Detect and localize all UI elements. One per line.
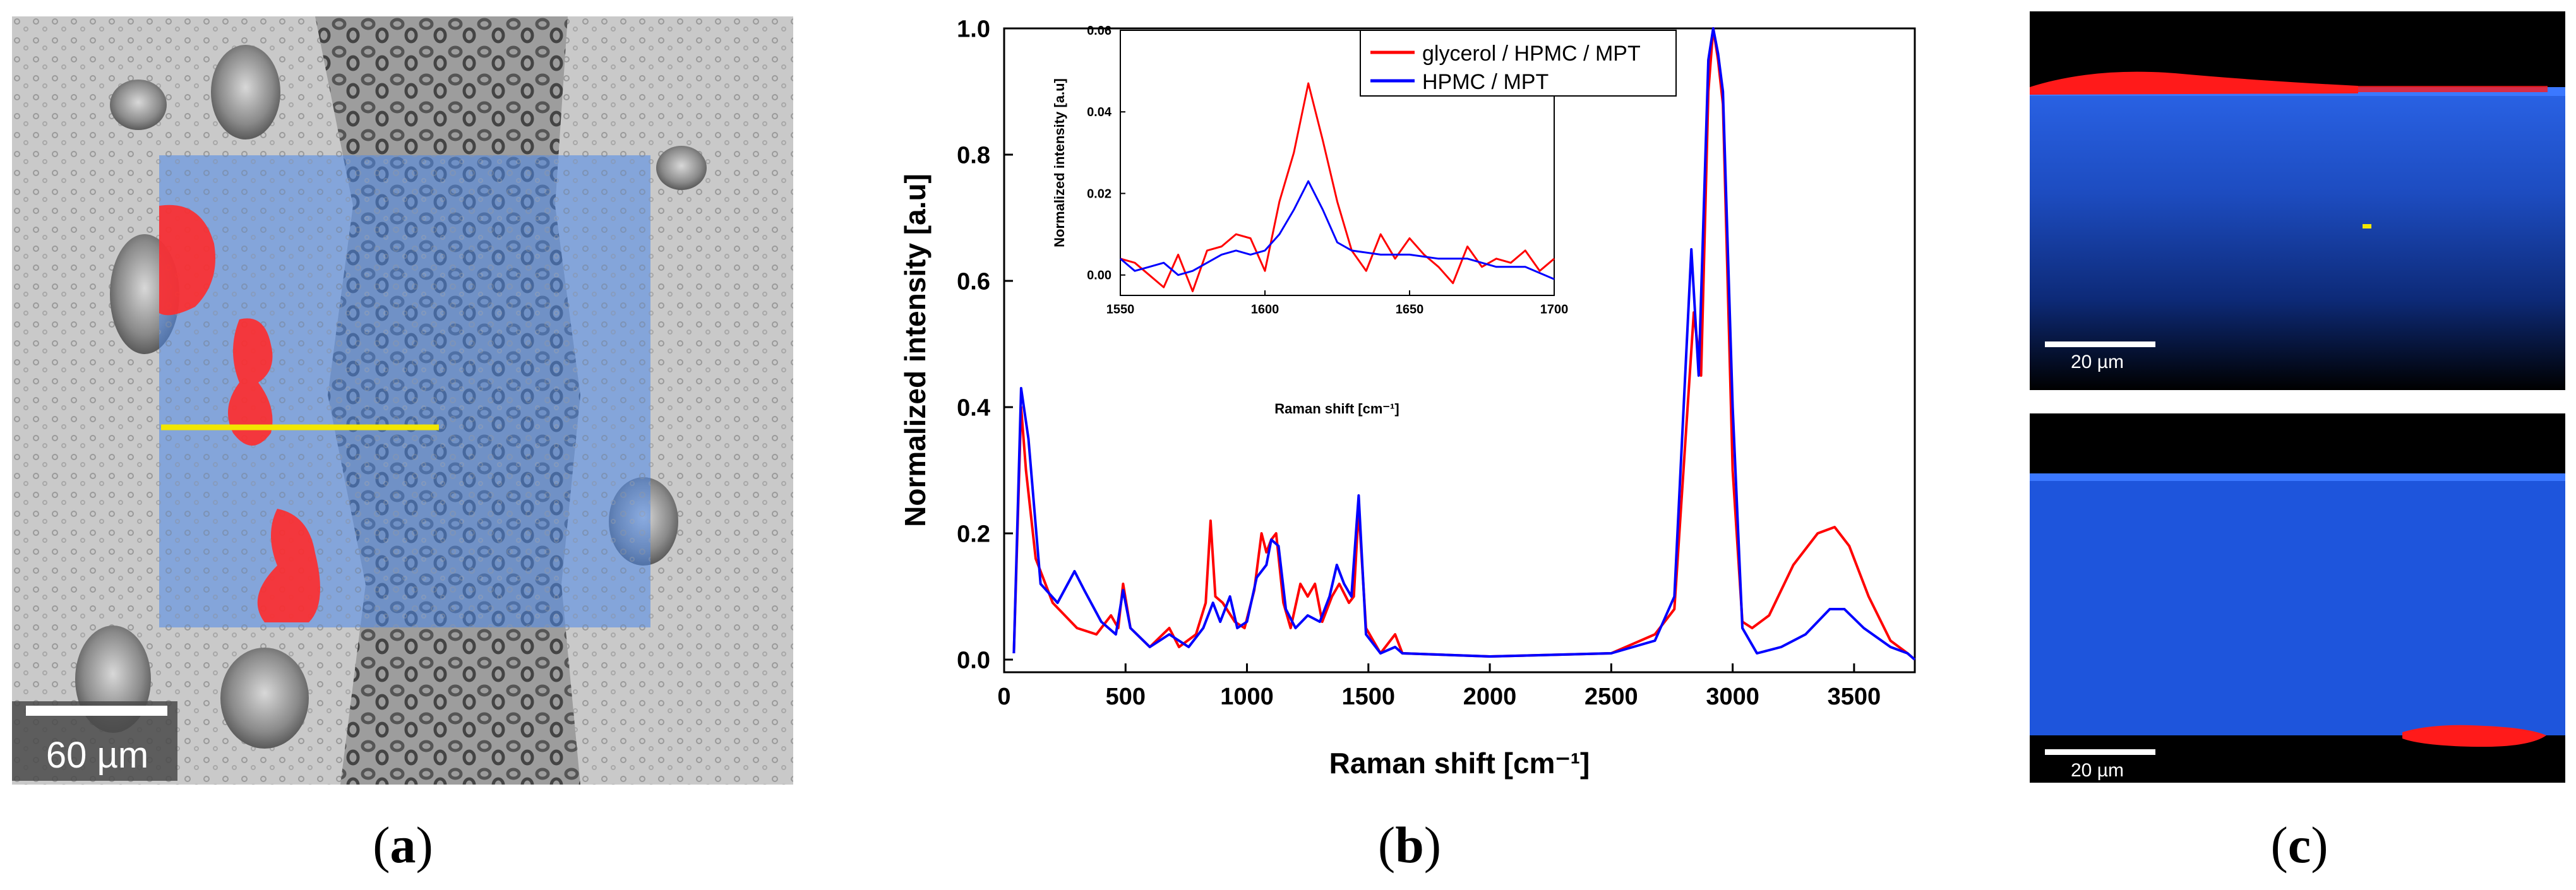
- panel-c-top-depth-image: 20 µm: [2030, 11, 2565, 390]
- glycerol-region: [228, 318, 273, 446]
- x-tick-label: 1000: [1220, 684, 1274, 710]
- caption-letter-a: a: [390, 816, 416, 874]
- y-tick-label: 0.00: [1087, 269, 1111, 283]
- x-tick-label: 3500: [1828, 684, 1881, 710]
- x-tick-label: 0: [997, 684, 1010, 710]
- x-tick-label: 1550: [1106, 302, 1135, 316]
- y-tick-label: 0.8: [957, 142, 990, 169]
- scale-bar-bottom: [2045, 749, 2155, 755]
- caption-letter-b: b: [1395, 816, 1424, 874]
- scale-bar: [26, 706, 167, 716]
- panel-a-micrograph: 60 µm: [12, 16, 793, 785]
- legend-label-hpmc: HPMC / MPT: [1422, 70, 1549, 94]
- inset-y-axis-label: Normalized intensity [a.u]: [1051, 78, 1067, 247]
- glycerol-region: [159, 205, 215, 316]
- legend: glycerol / HPMC / MPT HPMC / MPT: [1360, 30, 1677, 97]
- caption-a: (a): [373, 816, 433, 874]
- glycerol-region: [257, 509, 320, 622]
- glycerol-layer-top: [2030, 71, 2358, 95]
- y-tick-label: 0.02: [1087, 187, 1111, 201]
- y-tick-label: 0.04: [1087, 105, 1112, 119]
- x-tick-label: 2000: [1463, 684, 1517, 710]
- panel-c-bottom-depth-image: 20 µm: [2030, 413, 2565, 783]
- caption-b: (b): [1377, 816, 1442, 874]
- panel-b-raman-chart: 0.0 0.2 0.4 0.6 0.8 1.0 0 500 1000 1500 2000 2500 3…: [890, 0, 1958, 795]
- y-tick-label: 0.4: [957, 395, 990, 421]
- scale-bar-label-top: 20 µm: [2071, 352, 2124, 372]
- series-line-glycerol-hpmc-mpt: [1120, 82, 1555, 292]
- series-line-hpmc-mpt: [1120, 180, 1555, 280]
- scale-bar-label: 60 µm: [46, 735, 148, 776]
- scale-bar-top: [2045, 341, 2155, 347]
- glycerol-layer-bottom: [2402, 725, 2546, 747]
- series-line-hpmc-mpt: [1012, 27, 1916, 661]
- y-tick-label: 0.0: [957, 647, 990, 673]
- marker-dot: [2363, 224, 2371, 228]
- scale-bar-label-bottom: 20 µm: [2071, 760, 2124, 781]
- y-tick-label: 1.0: [957, 16, 990, 42]
- x-axis-label: Raman shift [cm⁻¹]: [1329, 747, 1590, 780]
- x-tick-label: 1500: [1342, 684, 1396, 710]
- x-tick-label: 2500: [1585, 684, 1638, 710]
- y-tick-label: 0.6: [957, 268, 990, 295]
- depth-profile-bottom: 20 µm: [2030, 473, 2565, 781]
- caption-c: (c): [2270, 816, 2328, 874]
- x-tick-label: 3000: [1706, 684, 1759, 710]
- micrograph-image: 60 µm: [12, 16, 793, 785]
- caption-letter-c: c: [2287, 816, 2311, 874]
- x-tick-label: 1600: [1251, 302, 1279, 316]
- y-axis-label: Normalized intensity [a.u]: [899, 174, 932, 527]
- depth-profile-top: 20 µm: [2030, 71, 2565, 390]
- legend-label-glycerol: glycerol / HPMC / MPT: [1422, 42, 1641, 66]
- y-tick-label: 0.2: [957, 521, 990, 547]
- x-tick-label: 1650: [1396, 302, 1424, 316]
- y-tick-label: 0.06: [1087, 24, 1111, 38]
- x-tick-label: 1700: [1540, 302, 1569, 316]
- inset-x-axis-label: Raman shift [cm⁻¹]: [1274, 401, 1399, 417]
- raman-spectrum-chart: 0.0 0.2 0.4 0.6 0.8 1.0 0 500 1000 1500 2000 2500 3…: [899, 16, 1916, 780]
- x-tick-label: 500: [1106, 684, 1146, 710]
